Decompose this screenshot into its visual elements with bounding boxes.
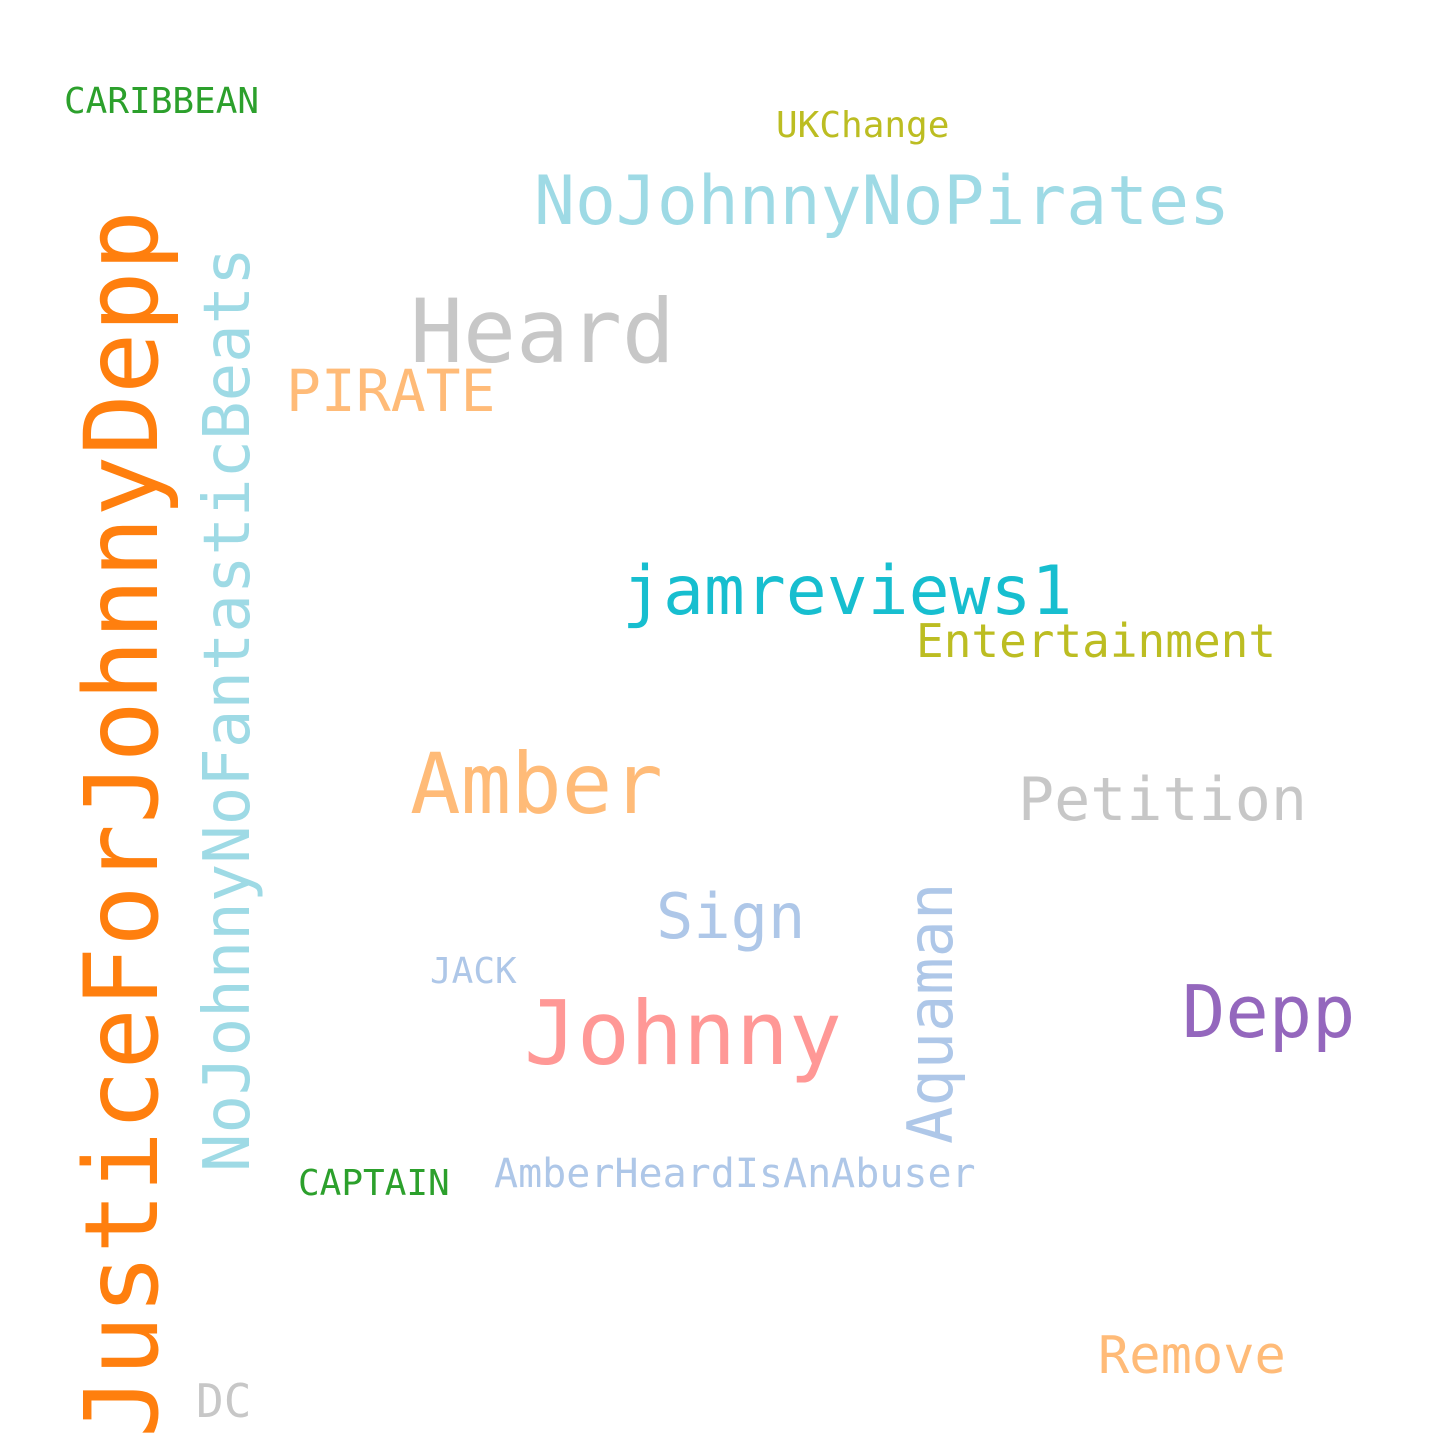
word-jamreviews1: jamreviews1 [622,552,1073,631]
word-jack: JACK [430,951,517,992]
word-nojohnny-nofantasticbeats: NoJohnnyNoFantasticBeats [191,247,265,1172]
word-pirate: PIRATE [286,357,496,425]
word-justicefor-johnnydepp: JusticeForJohnnyDepp [63,209,182,1438]
word-entertainment: Entertainment [916,614,1277,668]
word-nojohnny-nopirates: NoJohnnyNoPirates [534,162,1230,241]
word-heard: Heard [410,280,675,383]
word-dc: DC [196,1374,252,1428]
word-petition: Petition [1018,765,1307,835]
word-johnny: Johnny [524,982,842,1085]
word-ukchange: UKChange [776,105,950,146]
word-remove: Remove [1098,1326,1286,1386]
word-depp: Depp [1182,970,1356,1054]
word-sign: Sign [656,880,806,953]
word-amberheard-isanabuser: AmberHeardIsAnAbuser [494,1151,976,1197]
word-caribbean: CARIBBEAN [64,81,260,122]
word-amber: Amber [410,735,663,833]
word-aquaman: Aquaman [894,882,967,1144]
word-captain: CAPTAIN [298,1163,450,1204]
